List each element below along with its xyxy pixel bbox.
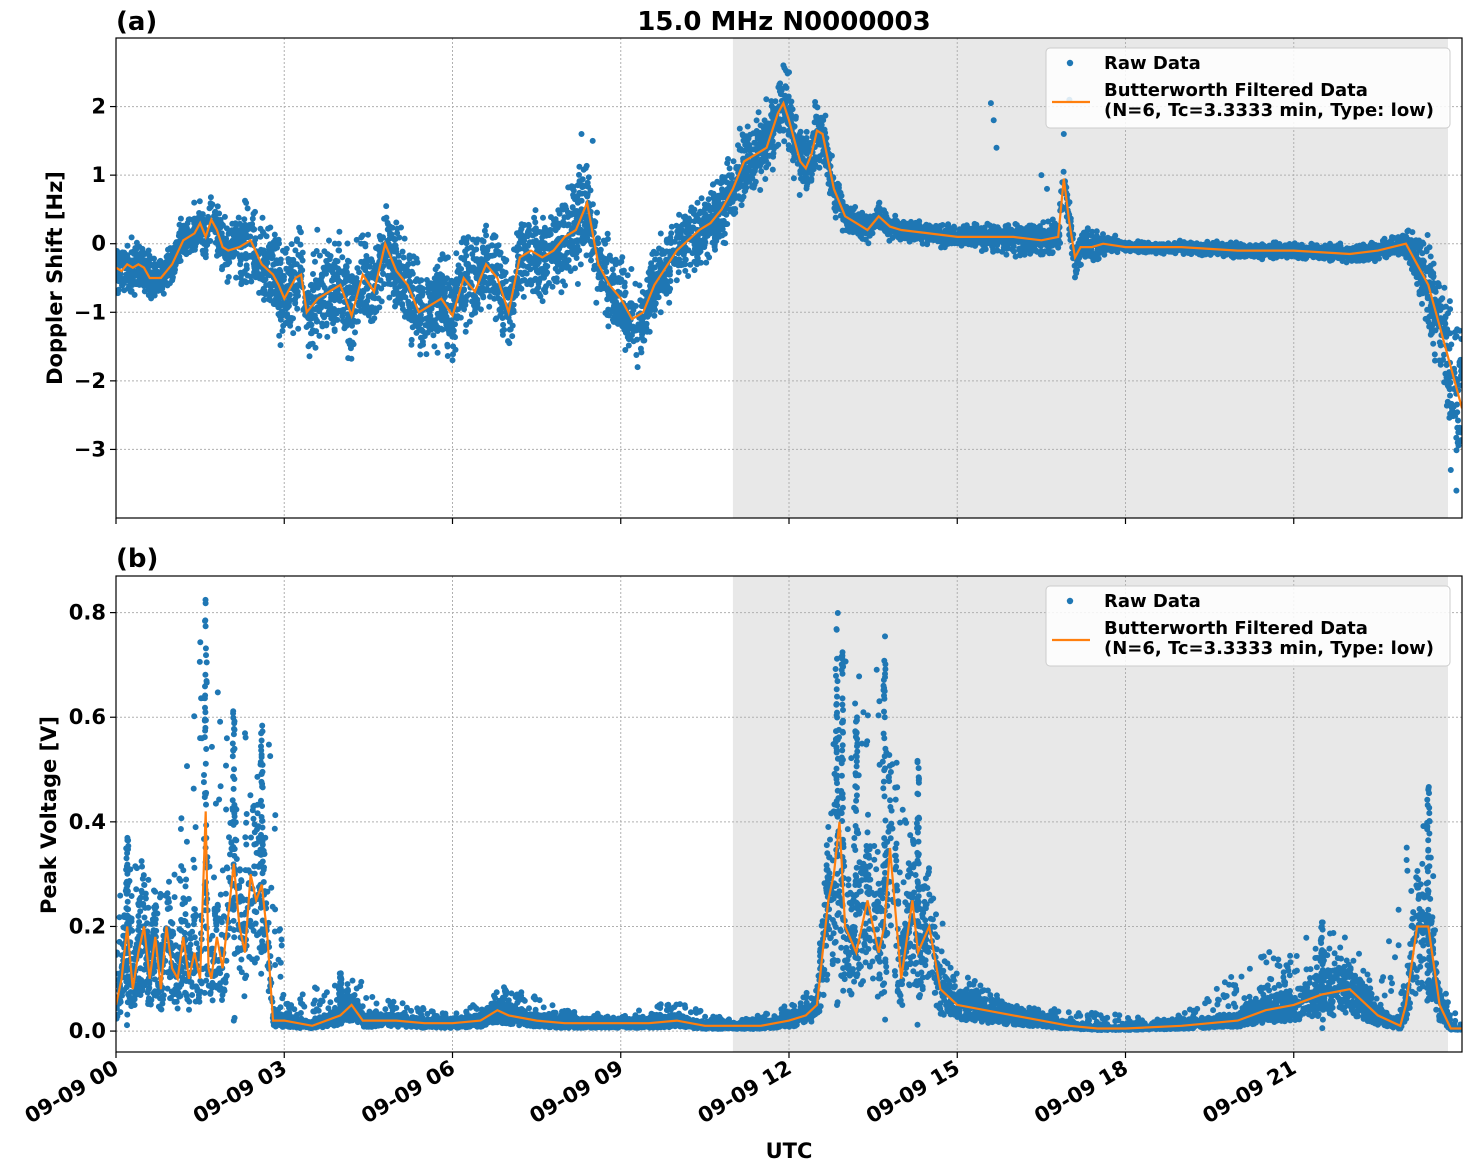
legend: Raw Data Butterworth Filtered Data(N=6, T…	[1045, 47, 1451, 129]
y-tick-label: 2	[91, 95, 106, 119]
y-tick-label: 0.8	[69, 601, 106, 625]
legend: Raw Data Butterworth Filtered Data(N=6, T…	[1045, 585, 1451, 667]
x-tick-label: 09-09 06	[357, 1056, 459, 1129]
y-tick-label: 0.4	[69, 810, 106, 834]
legend-filtered-label: Butterworth Filtered Data	[1104, 618, 1368, 639]
figure-title: 15.0 MHz N0000003	[637, 7, 930, 37]
legend-filtered-label: Butterworth Filtered Data	[1104, 80, 1368, 101]
filtered-data-line	[116, 100, 1462, 409]
x-axis-label: UTC	[766, 1139, 813, 1163]
panel-b-label: (b)	[116, 544, 158, 574]
legend-filtered-params: (N=6, Tc=3.3333 min, Type: low)	[1104, 100, 1434, 121]
y-tick-label: −1	[74, 300, 106, 324]
legend-box	[1045, 585, 1451, 667]
panel-a-label: (a)	[116, 7, 157, 37]
y-tick-label: 0.2	[69, 914, 106, 938]
y-tick-label: −2	[74, 369, 106, 393]
x-tick-label: 09-09 00	[21, 1056, 123, 1129]
filtered-data-line	[116, 811, 1462, 1030]
panel-b-plot: 0.0 0.2 0.4 0.6 0.8 09-09 00 09-09 03 09-09 06 0…	[21, 575, 1463, 1129]
panel-a-plot: −3 −2 −1 0 1 2 Raw Data Butterworth Filtered Da…	[74, 37, 1463, 524]
panel-a-ylabel: Doppler Shift [Hz]	[43, 171, 67, 385]
y-tick-label: 0	[91, 232, 106, 256]
x-tick-label: 09-09 03	[189, 1056, 291, 1129]
legend-raw-label: Raw Data	[1104, 53, 1201, 74]
y-tick-label: 1	[91, 163, 106, 187]
legend-raw-label: Raw Data	[1104, 591, 1201, 612]
panel-b-ylabel: Peak Voltage [V]	[37, 716, 61, 914]
legend-raw-marker	[1066, 59, 1074, 67]
x-tick-label: 09-09 15	[862, 1056, 964, 1129]
y-tick-label: −3	[74, 437, 106, 461]
y-tick-label: 0.0	[69, 1019, 106, 1043]
x-tick-label: 09-09 09	[525, 1056, 627, 1129]
legend-box	[1045, 47, 1451, 129]
x-tick-label: 09-09 21	[1198, 1056, 1300, 1129]
x-tick-label: 09-09 18	[1030, 1056, 1132, 1129]
y-tick-label: 0.6	[69, 705, 106, 729]
x-tick-label: 09-09 12	[694, 1056, 796, 1129]
legend-filtered-params: (N=6, Tc=3.3333 min, Type: low)	[1104, 638, 1434, 659]
legend-raw-marker	[1066, 597, 1074, 605]
